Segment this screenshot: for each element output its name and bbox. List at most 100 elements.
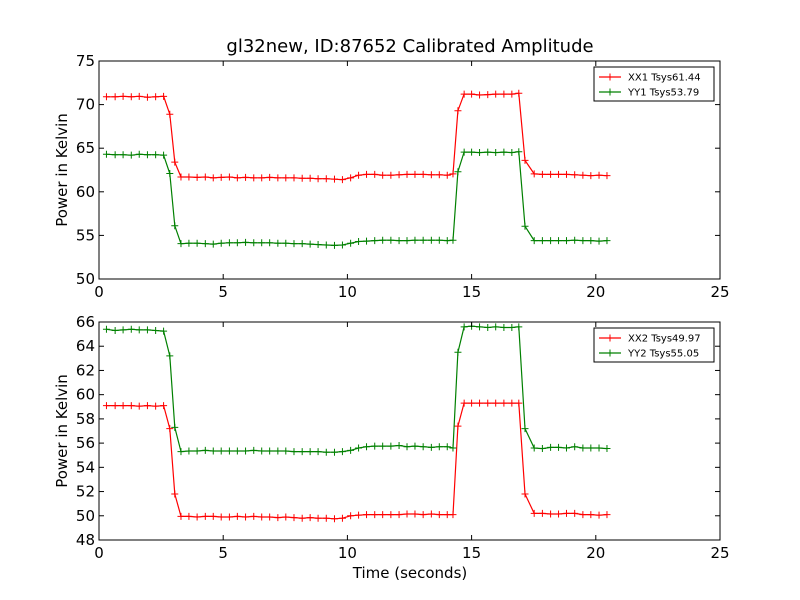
bottom-chart-legend-label: XX2 Tsys49.97	[628, 334, 701, 345]
bottom-chart-legend-marker	[606, 349, 614, 357]
bottom-chart-series-2-point	[282, 447, 290, 455]
top-chart-series-1-point	[460, 90, 468, 98]
top-chart-series-1-point	[233, 174, 241, 182]
top-chart-series-2-point	[355, 238, 363, 246]
bottom-chart-series-2-point	[443, 443, 451, 451]
bottom-chart-series-1-point	[119, 402, 127, 410]
bottom-chart-series-1-point	[201, 512, 209, 520]
top-chart-series-1-point	[500, 90, 508, 98]
figure-title: gl32new, ID:87652 Calibrated Amplitude	[226, 36, 593, 57]
top-chart-series-1-point	[476, 91, 484, 99]
bottom-chart-series-1-point	[298, 514, 306, 522]
bottom-chart-series-2-point	[290, 448, 298, 456]
bottom-chart-series-1-point	[587, 511, 595, 519]
top-chart-series-1-point	[242, 173, 250, 181]
top-chart-series-1-point	[290, 174, 298, 182]
bottom-chart-series-1-point	[476, 399, 484, 407]
top-chart-series-1-point	[484, 91, 492, 99]
top-chart-series-2-point	[242, 238, 250, 246]
bottom-chart-series-1-point	[314, 514, 322, 522]
top-chart-series-2-point	[538, 237, 546, 245]
bottom-chart-xtick-label: 0	[94, 544, 104, 562]
bottom-chart-series-2-point	[250, 446, 258, 454]
top-chart-series-1-point	[579, 171, 587, 179]
top-chart-series-1-point	[225, 173, 233, 181]
bottom-chart-series-2-point	[579, 444, 587, 452]
bottom-chart-series-1-point	[411, 510, 419, 518]
bottom-chart-series-2-point	[135, 326, 143, 334]
top-chart-series-1-point	[250, 174, 258, 182]
top-chart-series-2-point	[435, 236, 443, 244]
bottom-chart-series-1-point	[547, 510, 555, 518]
bottom-chart-series-1	[102, 399, 611, 523]
bottom-chart-series-2-point	[403, 443, 411, 451]
top-chart-series-2-point	[379, 236, 387, 244]
bottom-chart-series-1-point	[185, 512, 193, 520]
top-chart-series-1-point	[547, 170, 555, 178]
top-chart-series-1-point	[515, 89, 523, 97]
top-chart-series-1-point	[166, 110, 174, 118]
bottom-chart-series-2-point	[347, 446, 355, 454]
bottom-chart-series-1-point	[330, 515, 338, 523]
bottom-chart-series-1-point	[435, 511, 443, 519]
top-chart-series-1-point	[595, 171, 603, 179]
bottom-chart-series-2-point	[555, 443, 563, 451]
top-chart-series-1-point	[355, 171, 363, 179]
bottom-chart-series-1-point	[460, 399, 468, 407]
top-chart-series-1-point	[508, 90, 516, 98]
bottom-chart-legend-box	[593, 327, 715, 363]
top-chart-series-1-point	[521, 156, 529, 164]
bottom-chart-series-2-point	[355, 444, 363, 452]
top-chart-series-2-point	[290, 240, 298, 248]
top-chart-ytick-label: 55	[76, 226, 95, 244]
bottom-chart-ytick-label: 54	[76, 458, 95, 476]
bottom-chart-series-1-point	[171, 490, 179, 498]
bottom-chart-series-2-point	[166, 352, 174, 360]
bottom-chart-series-2-point	[306, 448, 314, 456]
bottom-chart-legend-marker	[606, 334, 614, 342]
bottom-chart-series-1-point	[111, 402, 119, 410]
bottom-chart-ytick-label: 58	[76, 410, 95, 428]
bottom-chart-series-2-point	[530, 444, 538, 452]
bottom-chart-series-2-point	[322, 448, 330, 456]
bottom-chart-series-1-point	[135, 402, 143, 410]
top-chart-series-1-point	[258, 174, 266, 182]
bottom-chart-series-2-point	[233, 447, 241, 455]
top-chart-legend-box	[593, 66, 715, 102]
bottom-chart-series-2-point	[521, 425, 529, 433]
bottom-chart-series-2-point	[185, 447, 193, 455]
top-chart-series-1-point	[387, 171, 395, 179]
bottom-chart-ytick-label: 64	[76, 337, 95, 355]
top-chart-series-2-point	[419, 236, 427, 244]
bottom-chart-series-1-point	[403, 510, 411, 518]
top-chart-series-2-point	[306, 240, 314, 248]
top-chart-series-2-point	[166, 169, 174, 177]
bottom-chart-xtick-label: 10	[338, 544, 357, 562]
top-chart-series-2-point	[347, 239, 355, 247]
bottom-chart-series-2-point	[595, 444, 603, 452]
top-chart-ytick-label: 65	[76, 139, 95, 157]
top-chart-series-2-point	[201, 240, 209, 248]
top-chart-xtick-label: 25	[710, 283, 729, 301]
top-chart-series-2-point	[338, 241, 346, 249]
top-chart-xtick-label: 5	[218, 283, 228, 301]
bottom-chart-series-1-point	[454, 422, 462, 430]
bottom-chart-series-1-point	[143, 402, 151, 410]
top-chart-series-2-point	[460, 148, 468, 156]
top-chart-series-2-point	[225, 239, 233, 247]
top-chart-ytick-label: 70	[76, 96, 95, 114]
bottom-chart-series-1-point	[355, 511, 363, 519]
top-chart-series-2-point	[135, 150, 143, 158]
bottom-chart-series-1-point	[160, 402, 168, 410]
bottom-chart-series-2-point	[363, 443, 371, 451]
bottom-chart-series-1-point	[555, 510, 563, 518]
top-chart-series-1-point	[314, 175, 322, 183]
top-chart-series-1-point	[419, 170, 427, 178]
top-chart-series-1-point	[119, 92, 127, 100]
top-chart-series-1-point	[555, 170, 563, 178]
bottom-chart-series-1-point	[419, 511, 427, 519]
bottom-chart-series-1-point	[282, 513, 290, 521]
top-chart-xtick-label: 15	[462, 283, 481, 301]
bottom-chart-series-2-point	[587, 444, 595, 452]
bottom-chart-series-2-point	[571, 443, 579, 451]
